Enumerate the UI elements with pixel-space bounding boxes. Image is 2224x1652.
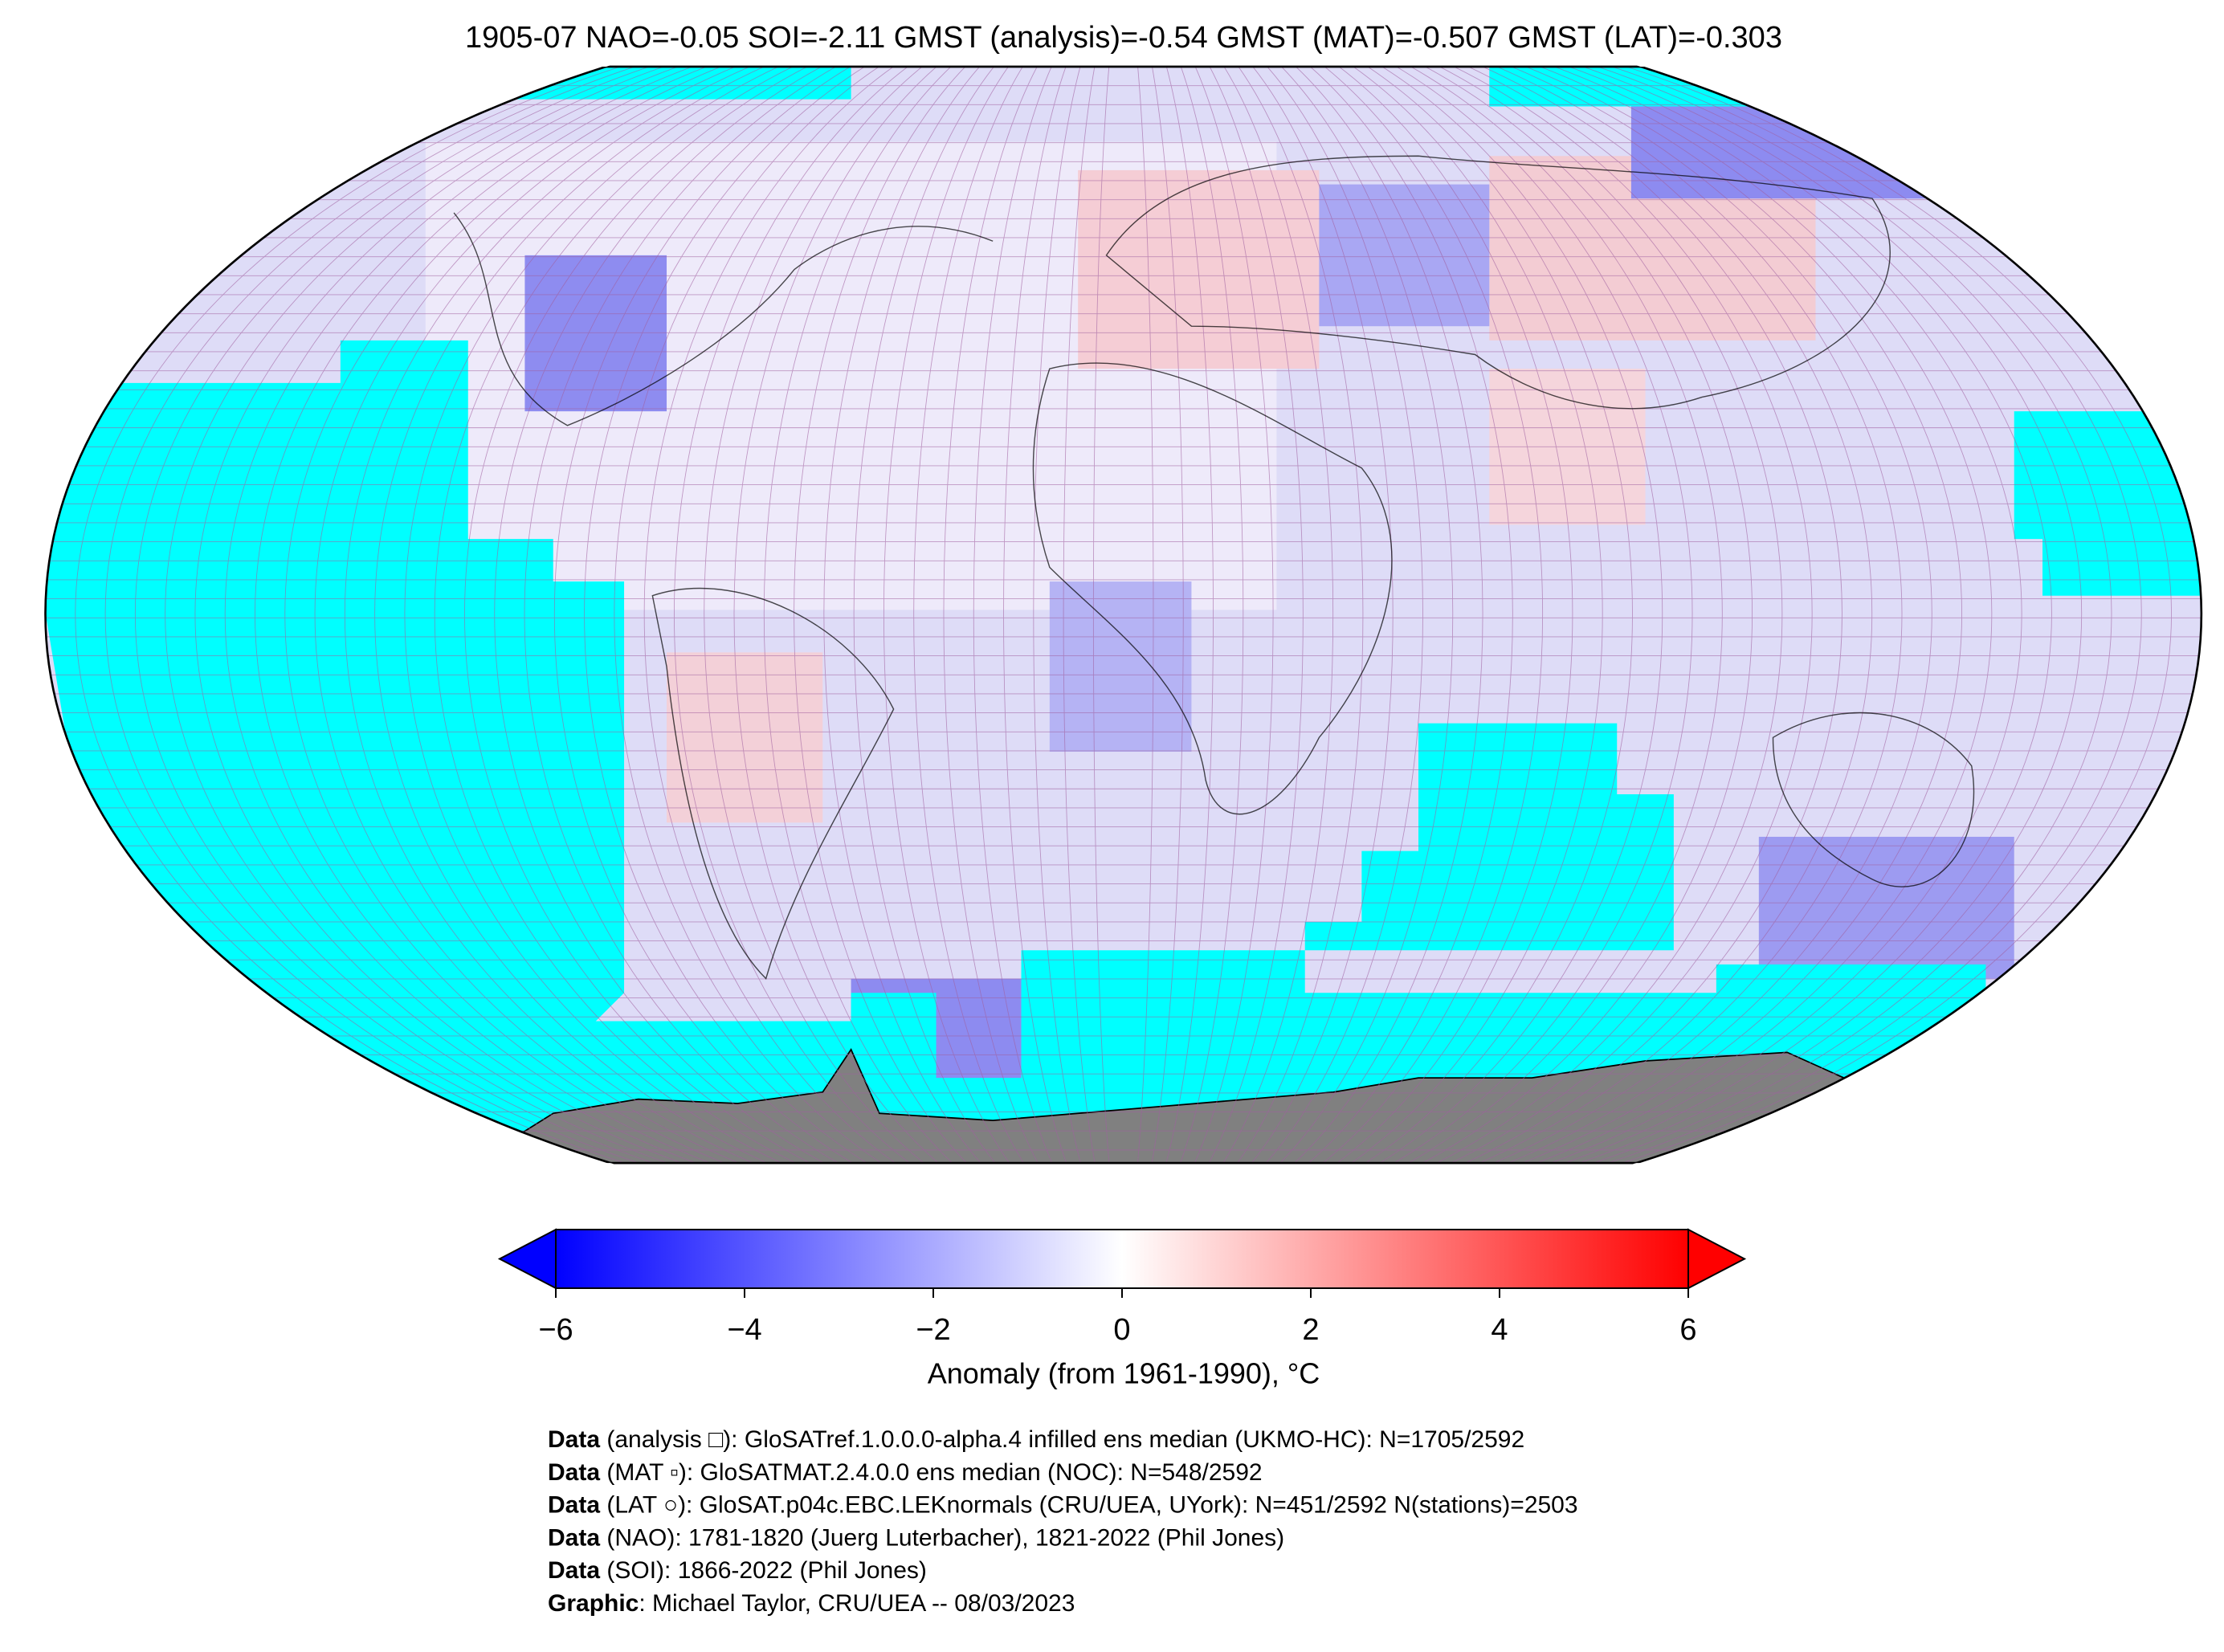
colorbar-body [555, 1229, 1689, 1289]
credit-label: Data [548, 1459, 600, 1486]
map [44, 65, 2202, 1165]
credit-label: Data [548, 1426, 600, 1453]
credit-line: Graphic: Michael Taylor, CRU/UEA -- 08/0… [548, 1590, 1075, 1617]
colorbar-tick-label: 0 [1113, 1313, 1130, 1347]
credit-text: (SOI): 1866-2022 (Phil Jones) [600, 1557, 927, 1584]
colorbar-tick-label: −2 [916, 1313, 950, 1347]
colorbar-tick-label: −6 [538, 1313, 573, 1347]
credit-text: : Michael Taylor, CRU/UEA -- 08/03/2023 [639, 1590, 1075, 1617]
credit-line: Data (LAT ○): GloSAT.p04c.EBC.LEKnormals… [548, 1492, 1578, 1519]
colorbar-tick-label: 2 [1302, 1313, 1319, 1347]
credit-line: Data (analysis □): GloSATref.1.0.0.0-alp… [548, 1426, 1524, 1453]
credit-text: (analysis □): GloSATref.1.0.0.0-alpha.4 … [600, 1426, 1524, 1453]
credit-line: Data (MAT ▫): GloSATMAT.2.4.0.0 ens medi… [548, 1459, 1263, 1486]
colorbar-tick-label: 4 [1491, 1313, 1508, 1347]
colorbar-extend-high [1687, 1228, 1747, 1290]
credit-label: Data [548, 1557, 600, 1584]
title: 1905-07 NAO=-0.05 SOI=-2.11 GMST (analys… [465, 21, 1782, 55]
colorbar-label: Anomaly (from 1961-1990), °C [928, 1357, 1320, 1390]
colorbar: −6 −4 −2 0 2 4 6 [497, 1228, 1747, 1347]
credit-label: Data [548, 1524, 600, 1551]
colorbar-extend-low [497, 1228, 557, 1290]
colorbar-tick-label: −4 [727, 1313, 761, 1347]
credits: Data (analysis □): GloSATref.1.0.0.0-alp… [548, 1426, 1578, 1617]
credit-label: Data [548, 1492, 600, 1519]
credit-label: Graphic [548, 1590, 639, 1617]
credit-text: (MAT ▫): GloSATMAT.2.4.0.0 ens median (N… [600, 1459, 1263, 1486]
credit-text: (LAT ○): GloSAT.p04c.EBC.LEKnormals (CRU… [600, 1492, 1578, 1519]
credit-line: Data (SOI): 1866-2022 (Phil Jones) [548, 1557, 927, 1584]
credit-line: Data (NAO): 1781-1820 (Juerg Luterbacher… [548, 1524, 1284, 1551]
colorbar-tick-label: 6 [1679, 1313, 1696, 1347]
credit-text: (NAO): 1781-1820 (Juerg Luterbacher), 18… [600, 1524, 1284, 1551]
